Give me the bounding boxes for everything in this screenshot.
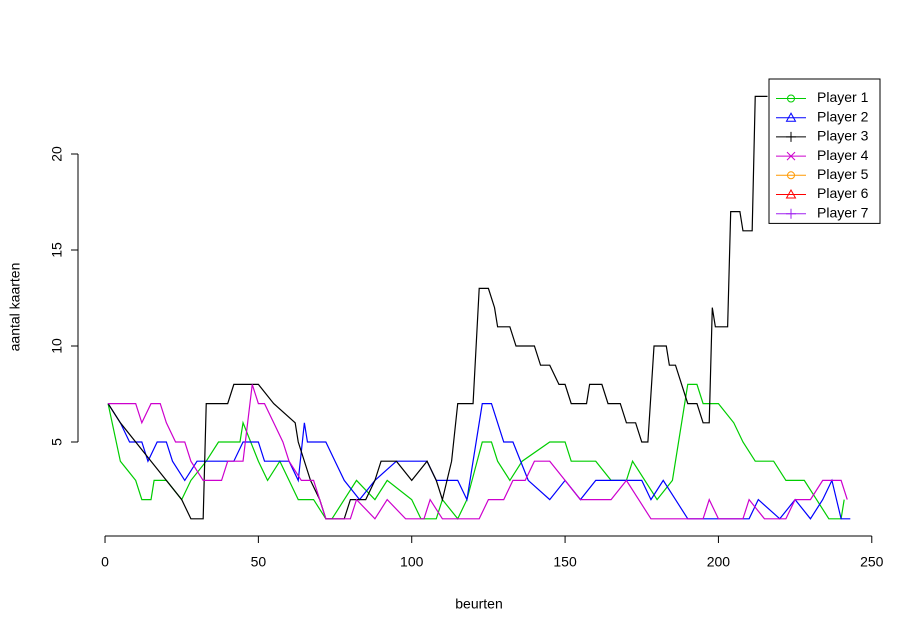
x-tick-label: 50 (251, 554, 267, 570)
series-line (107, 95, 768, 520)
x-tick-label: 0 (101, 554, 109, 570)
legend-marker (785, 112, 797, 122)
y-tick-label: 15 (49, 242, 65, 258)
legend-marker (786, 131, 796, 142)
y-tick-label: 10 (49, 338, 65, 354)
legend-marker (786, 151, 796, 161)
legend-marker (786, 208, 796, 219)
legend-box (768, 78, 881, 224)
x-axis-label: beurten (455, 596, 502, 612)
series-line (107, 403, 851, 520)
legend-marker (785, 188, 797, 199)
series-line (107, 383, 845, 520)
y-tick-label: 5 (49, 438, 65, 446)
x-tick-label: 250 (860, 554, 884, 570)
x-tick-label: 100 (400, 554, 424, 570)
x-tick-label: 200 (707, 554, 731, 570)
legend-label: Player 1 (817, 89, 869, 105)
legend-label: Player 5 (817, 166, 869, 182)
legend-label: Player 6 (817, 185, 869, 201)
x-tick-label: 150 (553, 554, 577, 570)
y-axis-label: aantal kaarten (7, 263, 23, 352)
legend-label: Player 4 (817, 147, 869, 163)
y-tick-label: 20 (49, 146, 65, 162)
legend-marker (787, 171, 795, 180)
legend-marker (787, 94, 795, 103)
series-line (108, 384, 848, 520)
legend-label: Player 2 (817, 108, 869, 124)
legend-label: Player 3 (817, 128, 869, 144)
legend-label: Player 7 (817, 204, 869, 220)
